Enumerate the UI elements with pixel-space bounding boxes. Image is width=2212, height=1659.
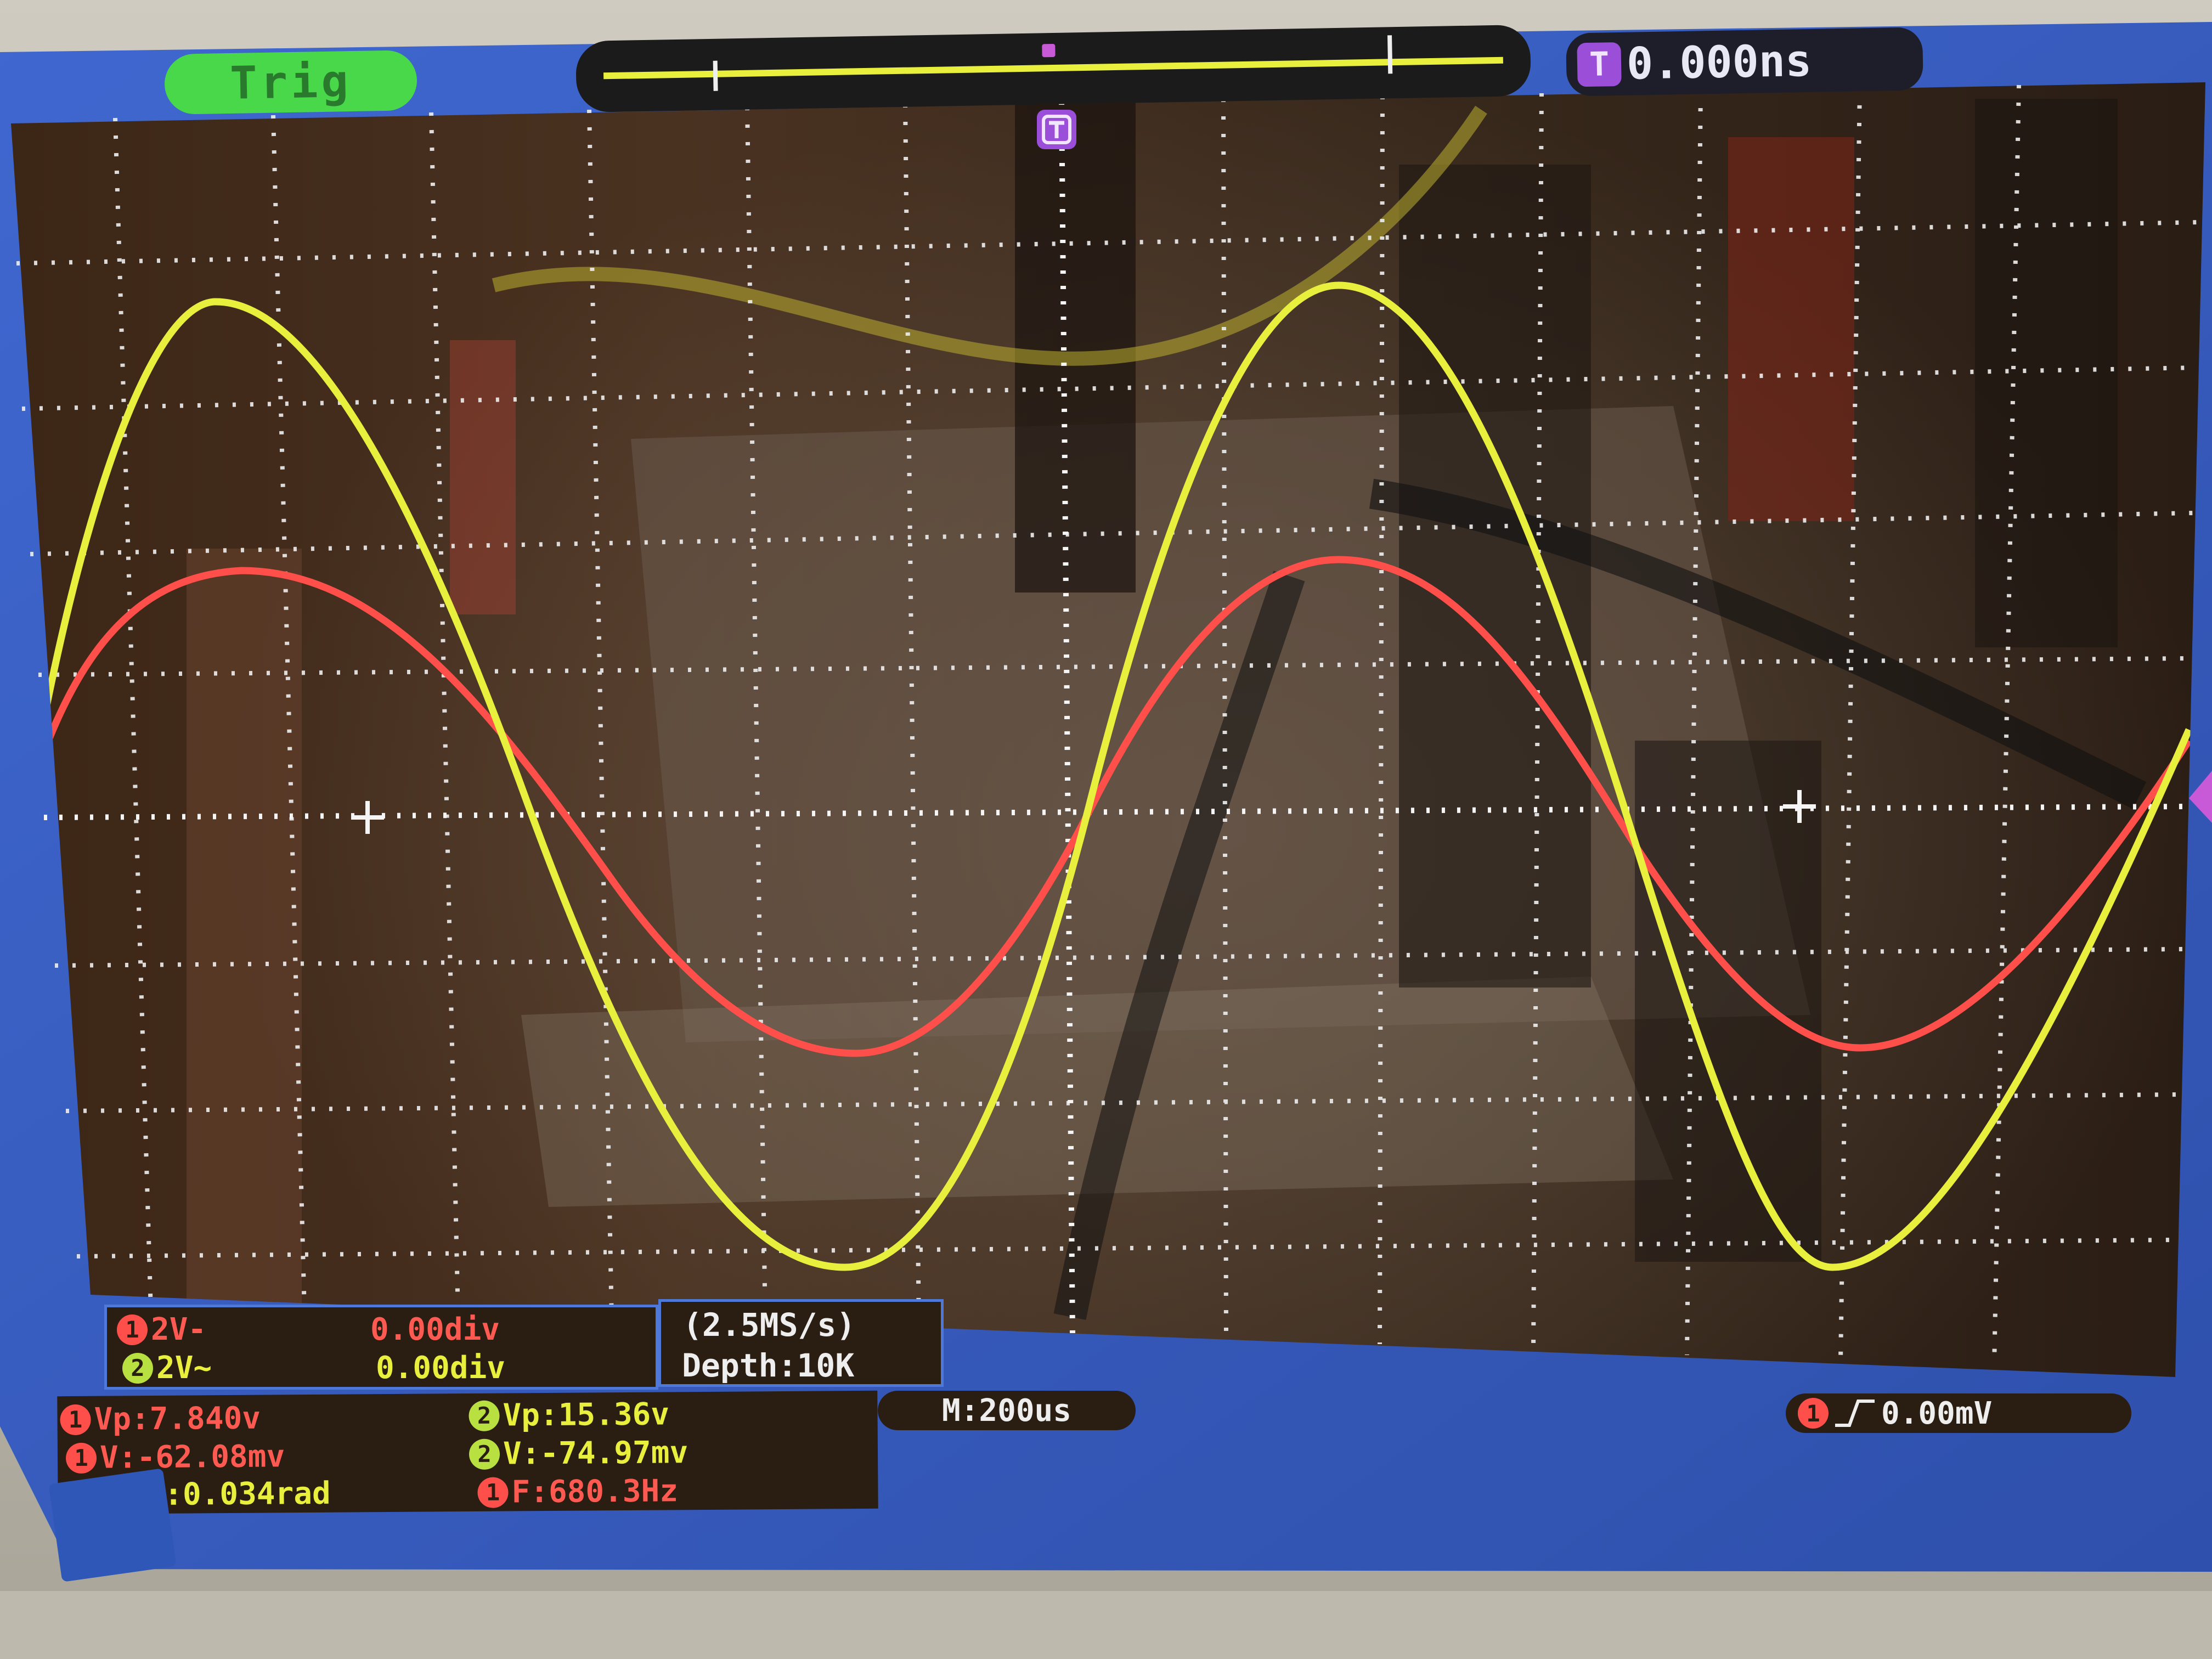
ch1-v-row: 1 V:-62.08mv	[66, 1438, 285, 1476]
trig-status-badge: Trig	[164, 50, 417, 115]
ch2-peak-voltage: Vp:15.36v	[503, 1396, 669, 1433]
trigger-time-icon: T	[1577, 42, 1621, 86]
ch2-mean-voltage: V:-74.97mv	[503, 1435, 689, 1471]
trigger-level-value: 0.00mV	[1881, 1396, 1992, 1431]
timebase-readout: M:200us	[878, 1391, 1136, 1430]
ch2-v-row: 2 V:-74.97mv	[469, 1435, 689, 1472]
measurements-box: 1 Vp:7.840v 1 V:-62.08mv P:0.034rad 2 Vp…	[57, 1391, 878, 1514]
ch1-vp-row: 1 Vp:7.840v	[60, 1401, 261, 1438]
ch2-offset: 0.00div	[376, 1350, 505, 1386]
frequency-row: 1 F:680.3Hz	[477, 1473, 678, 1510]
memory-depth: Depth:10K	[682, 1347, 854, 1384]
ch1-peak-voltage: Vp:7.840v	[94, 1401, 261, 1437]
window-left-bracket	[713, 61, 718, 91]
trigger-level-readout: 1 0.00mV	[1786, 1393, 2131, 1433]
trig-label: Trig	[229, 55, 352, 110]
channel-settings-box: 1 2V- 0.00div 2 2V~ 0.00div	[104, 1305, 658, 1390]
ch1-badge: 1	[117, 1314, 148, 1345]
ch1-settings-row: 1 2V- 0.00div	[117, 1312, 500, 1347]
acquisition-box: (2.5MS/s) Depth:10K	[658, 1299, 944, 1387]
frequency-value: F:680.3Hz	[511, 1473, 678, 1510]
memory-window-line	[603, 57, 1503, 80]
ch1-mean-voltage: V:-62.08mv	[100, 1438, 285, 1475]
screen-sticker	[48, 1468, 176, 1582]
rising-edge-icon	[1833, 1398, 1877, 1429]
trigger-position-marker	[1037, 110, 1076, 149]
trigger-point-marker	[1042, 44, 1055, 57]
ch2-vp-row: 2 Vp:15.36v	[469, 1396, 669, 1434]
ch1-offset: 0.00div	[370, 1312, 500, 1347]
window-right-bracket	[1387, 35, 1392, 74]
time-offset-readout: T 0.000ns	[1566, 27, 1923, 96]
time-offset-value: 0.000ns	[1626, 35, 1812, 89]
trigger-source-badge: 1	[1798, 1398, 1829, 1429]
phase-value: P:0.034rad	[145, 1476, 331, 1513]
ch2-badge: 2	[122, 1353, 153, 1384]
phase-row: P:0.034rad	[145, 1476, 331, 1513]
ch2-scale: 2V~	[156, 1350, 376, 1386]
timebase-value: M:200us	[942, 1393, 1071, 1429]
ch1-scale: 2V-	[151, 1312, 370, 1347]
ch2-settings-row: 2 2V~ 0.00div	[122, 1350, 505, 1386]
sample-rate: (2.5MS/s)	[683, 1306, 855, 1344]
